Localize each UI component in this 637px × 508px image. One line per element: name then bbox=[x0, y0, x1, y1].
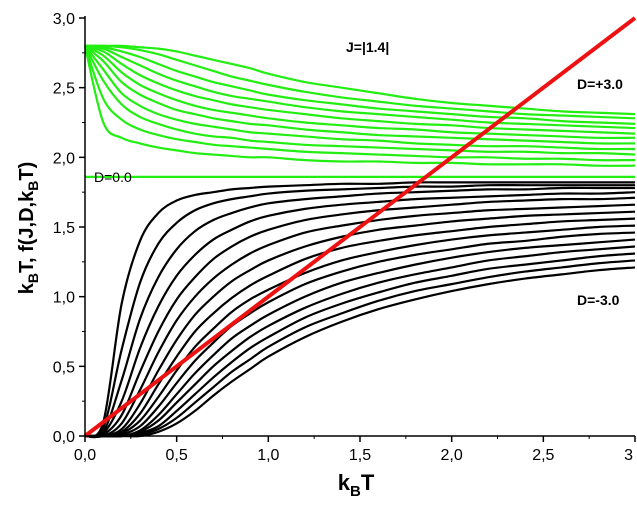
annotation-d-positive: D=+3.0 bbox=[577, 76, 623, 92]
black-curve-13 bbox=[85, 252, 636, 438]
green-curve-4 bbox=[84, 44, 636, 130]
x-tick-label-6: 3 bbox=[624, 447, 633, 464]
x-tick-label-2: 1,0 bbox=[257, 447, 279, 464]
green-curve-7 bbox=[84, 45, 636, 145]
y-label-s2: B bbox=[25, 181, 41, 191]
black-curve-2 bbox=[84, 183, 635, 438]
black-curve-11 bbox=[85, 238, 636, 438]
green-curve-6 bbox=[84, 44, 636, 140]
y-tick-label-2: 1,0 bbox=[53, 290, 75, 307]
y-label-p3: T) bbox=[16, 162, 38, 181]
y-tick-label-3: 1,5 bbox=[53, 220, 75, 237]
green-curve-2 bbox=[84, 44, 636, 120]
black-curve-9 bbox=[84, 224, 636, 438]
y-tick-label-6: 3,0 bbox=[53, 11, 75, 28]
black-curves-group bbox=[84, 181, 636, 439]
black-curve-8 bbox=[84, 217, 636, 438]
black-curve-12 bbox=[85, 245, 636, 438]
black-curve-6 bbox=[84, 203, 636, 439]
black-curve-10 bbox=[84, 231, 636, 438]
annotation-d-negative: D=-3.0 bbox=[577, 292, 620, 308]
y-tick-label-4: 2,0 bbox=[53, 150, 75, 167]
x-tick-label-5: 2,5 bbox=[532, 447, 554, 464]
black-curve-15 bbox=[85, 266, 636, 438]
y-label-p1: k bbox=[16, 282, 38, 294]
green-curve-3 bbox=[84, 44, 636, 125]
y-axis-label: kBT, f(J,D,kBT) bbox=[16, 162, 41, 295]
x-tick-label-4: 2,0 bbox=[441, 447, 463, 464]
y-tick-label-1: 0,5 bbox=[53, 359, 75, 376]
black-curve-5 bbox=[84, 196, 636, 438]
green-curves-group bbox=[83, 44, 636, 178]
black-curve-4 bbox=[84, 191, 636, 438]
annotation-j: J=|1.4| bbox=[346, 39, 389, 55]
x-label-sub: B bbox=[350, 483, 361, 500]
black-curve-3 bbox=[84, 186, 635, 439]
y-tick-label-0: 0,0 bbox=[53, 429, 75, 446]
x-tick-label-3: 1,5 bbox=[349, 447, 371, 464]
black-curve-14 bbox=[85, 259, 636, 438]
green-curve-11 bbox=[83, 45, 636, 167]
green-curve-9 bbox=[84, 45, 636, 156]
annotation-d-zero: D=0.0 bbox=[94, 169, 132, 185]
black-curve-7 bbox=[84, 210, 636, 438]
red-line-group bbox=[83, 16, 637, 438]
x-label-main: k bbox=[338, 470, 351, 495]
y-label-p2: T, f(J,D,k bbox=[16, 190, 38, 273]
black-curve-1 bbox=[84, 181, 635, 438]
y-label-s1: B bbox=[25, 273, 41, 283]
x-tick-label-1: 0,5 bbox=[166, 447, 188, 464]
red-identity-line bbox=[83, 16, 637, 438]
x-label-tail: T bbox=[361, 470, 375, 495]
x-tick-label-0: 0,0 bbox=[74, 447, 96, 464]
green-curve-5 bbox=[84, 44, 636, 135]
ticks-group: 0,0 0,5 1,0 1,5 2,0 2,5 3 0,0 0,5 1,0 1,5 2,0 2,5 3,0 bbox=[53, 11, 636, 464]
green-curve-8 bbox=[84, 45, 636, 151]
y-tick-label-5: 2,5 bbox=[53, 81, 75, 98]
x-axis-label: kBT bbox=[338, 470, 375, 500]
green-curve-10 bbox=[83, 45, 636, 162]
